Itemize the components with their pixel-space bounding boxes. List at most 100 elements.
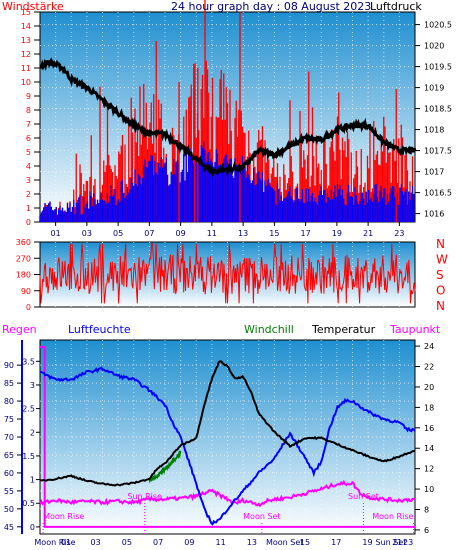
pressure-tick-label: 1020	[424, 42, 444, 51]
direction-tick-label: 360	[16, 238, 31, 247]
temperature-tick-label: 22	[424, 363, 434, 372]
humidity-tick-label: 45	[4, 523, 14, 532]
temperature-tick-label: 10	[424, 485, 434, 494]
rain-tick-label: 0	[30, 523, 35, 532]
rain-tick-label: 1	[30, 476, 35, 485]
event-label: Sun Rise	[127, 492, 162, 501]
wind-force-tick-label: 2	[26, 190, 31, 199]
rain-tick-label: 2.5	[22, 405, 35, 414]
pressure-tick-label: 1018	[424, 126, 444, 135]
sun-moon-events: Moon Rise Sun Rise Moon Set Sun Set Moon Ris…	[42, 492, 414, 534]
temperature-tick-label: 20	[424, 383, 434, 392]
time-tick-label: 13	[247, 538, 257, 547]
temp-humidity-panel: Regen Luftfeuchte Windchill Temperatur T…	[2, 323, 441, 547]
event-label: Sun Set	[348, 492, 379, 501]
compass-label: S	[436, 268, 444, 282]
wind-force-tick-label: 6	[26, 134, 31, 143]
time-tick-label: 09	[176, 229, 186, 238]
time-tick-label: 07	[144, 229, 154, 238]
time-tick-label: 15	[269, 229, 279, 238]
humidity-tick-label: 85	[4, 379, 14, 388]
legend-windchill: Windchill	[244, 323, 294, 336]
wind-force-tick-label: 3	[26, 176, 31, 185]
rain-tick-label: 3.5	[22, 357, 35, 366]
time-tick-label: 03	[82, 229, 92, 238]
wind-force-tick-label: 14	[21, 22, 31, 31]
time-tick-label: 19	[332, 229, 342, 238]
windchill-line	[148, 450, 182, 484]
time-tick-label: 23	[403, 538, 413, 547]
rain-tick-label: 1.5	[22, 452, 35, 461]
wind-force-tick-label: 5	[26, 148, 31, 157]
wind-pressure-time-axis: 01 03 05 07 09 11 13 15 17 19 21 23	[51, 222, 404, 238]
pressure-tick-label: 1017.5	[424, 147, 452, 156]
pressure-tick-label: 1016	[424, 210, 444, 219]
rain-tick-label: 0.5	[22, 499, 35, 508]
pressure-tick-label: 1017	[424, 168, 444, 177]
temperature-line	[39, 360, 416, 487]
pressure-tick-label: 1019.5	[424, 63, 452, 72]
wind-force-tick-label: 4	[26, 162, 31, 171]
time-tick-label: Moon Rise	[34, 538, 75, 547]
compass-label: N	[436, 299, 445, 313]
time-tick-label: 21	[363, 229, 373, 238]
humidity-tick-label: 75	[4, 415, 14, 424]
chart-title: 24 hour graph day : 08 August 2023	[171, 0, 371, 13]
wind-direction-line	[39, 243, 416, 304]
time-tick-label: 07	[153, 538, 163, 547]
wind-force-tick-label: 12	[21, 50, 31, 59]
pressure-tick-label: 1018.5	[424, 105, 452, 114]
compass-label: N	[436, 237, 445, 251]
event-label: Moon Rise	[43, 512, 84, 521]
temperature-tick-label: 24	[424, 342, 434, 351]
wind-force-tick-label: 15	[21, 8, 31, 17]
time-tick-label: Moon Set	[266, 538, 303, 547]
legend-temperature: Temperatur	[311, 323, 376, 336]
direction-tick-label: 270	[16, 254, 31, 263]
time-tick-label: 13	[238, 229, 248, 238]
wind-force-tick-label: 8	[26, 106, 31, 115]
humidity-tick-label: 90	[4, 361, 14, 370]
time-tick-label: 19	[362, 538, 372, 547]
time-tick-label: 11	[216, 538, 226, 547]
humidity-tick-label: 80	[4, 397, 14, 406]
time-tick-label: 21	[392, 538, 402, 547]
time-tick-label: 01	[61, 538, 71, 547]
time-tick-label: 17	[331, 538, 341, 547]
time-tick-label: 11	[207, 229, 217, 238]
time-tick-label: 03	[91, 538, 101, 547]
time-tick-label: 15	[300, 538, 310, 547]
compass-label: W	[436, 253, 448, 267]
pressure-tick-label: 1019	[424, 84, 444, 93]
wind-force-tick-label: 11	[21, 64, 31, 73]
time-tick-label: 05	[122, 538, 132, 547]
wind-force-tick-label: 1	[26, 204, 31, 213]
compass-label: O	[436, 284, 445, 298]
direction-tick-label: 90	[21, 287, 31, 296]
humidity-axis: 45 50 55 60 65 70 75 80 85 90	[4, 361, 22, 532]
direction-tick-label: 0	[26, 303, 31, 312]
pressure-label: Luftdruck	[370, 0, 422, 13]
wind-force-label: Windstärke	[2, 0, 64, 13]
pressure-tick-label: 1020.5	[424, 21, 452, 30]
humidity-tick-label: 50	[4, 505, 14, 514]
rain-tick-label: 2	[30, 428, 35, 437]
temperature-tick-label: 6	[424, 526, 429, 535]
wind-force-tick-label: 10	[21, 78, 31, 87]
legend-rain: Regen	[2, 323, 37, 336]
time-tick-label: 01	[51, 229, 61, 238]
humidity-line	[40, 366, 416, 526]
event-label: Moon Set	[243, 512, 280, 521]
wind-force-tick-label: 0	[26, 218, 31, 227]
direction-tick-label: 180	[16, 271, 31, 280]
humidity-tick-label: 55	[4, 487, 14, 496]
pressure-tick-label: 1016.5	[424, 189, 452, 198]
wind-bars	[39, 0, 415, 222]
humidity-tick-label: 60	[4, 469, 14, 478]
